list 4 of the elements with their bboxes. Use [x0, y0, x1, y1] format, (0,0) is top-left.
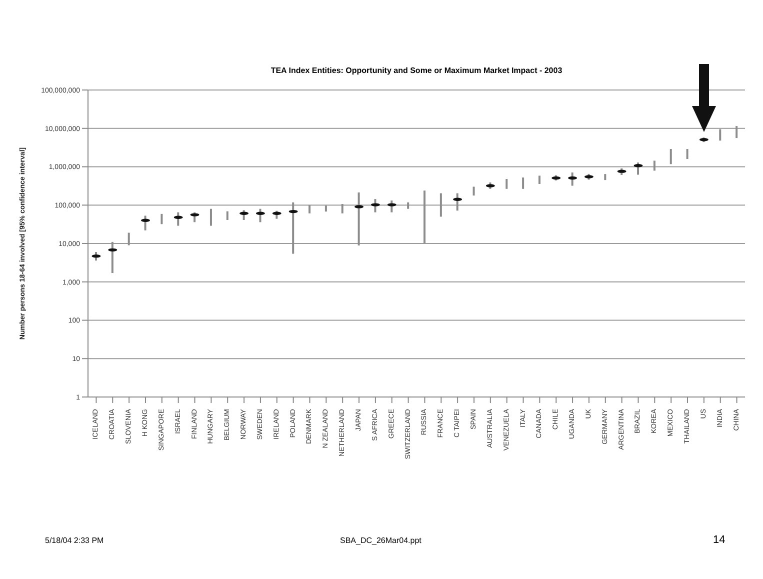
text: 14: [713, 534, 726, 546]
text: 5/18/04 2:33 PM: [45, 536, 104, 545]
text: SBA_DC_26Mar04.ppt: [340, 536, 422, 545]
chart-title: TEA Index Entities: Opportunity and Some or Maximum Market Impact - 2003: [270, 66, 564, 75]
